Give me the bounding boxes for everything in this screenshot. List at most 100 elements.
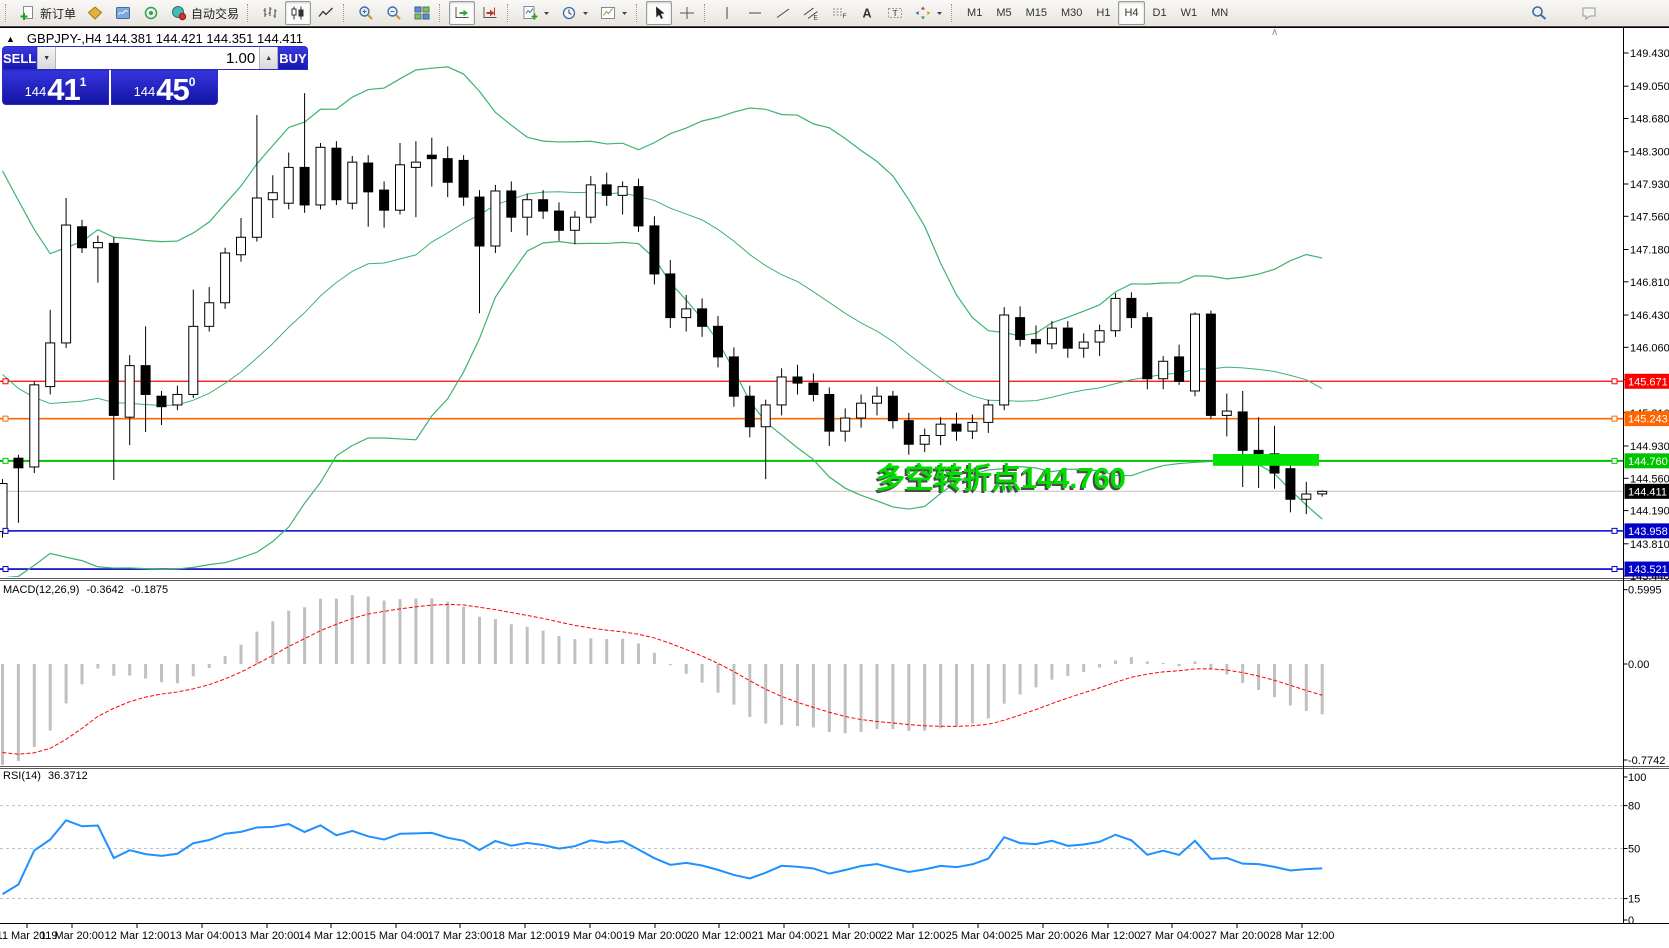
cursor-button[interactable] [646,1,673,25]
channel-icon: E [802,5,820,21]
arrows-dropdown-caret[interactable] [936,11,943,16]
svg-text:11 Mar 20:00: 11 Mar 20:00 [40,930,104,942]
svg-text:0: 0 [1628,915,1634,927]
toolbar-grip[interactable] [439,4,444,22]
svg-text:12 Mar 12:00: 12 Mar 12:00 [105,930,170,942]
indicators-button[interactable] [517,1,554,25]
toolbar-grip[interactable] [507,4,512,22]
ask-prefix: 144 [133,84,156,99]
trendline-button[interactable] [770,1,796,25]
svg-text:19 Mar 20:00: 19 Mar 20:00 [623,930,688,942]
chart-candles-button[interactable] [285,1,312,25]
tile-windows-icon [413,5,431,21]
zoom-out-button[interactable] [381,1,407,25]
tf-mn-label: MN [1211,7,1229,19]
chart-shift-button[interactable] [477,1,503,25]
new-order-button[interactable]: 新订单 [15,1,80,25]
rsi-layer [0,805,1623,900]
vertical-line-button[interactable] [714,1,740,25]
svg-text:27 Mar 20:00: 27 Mar 20:00 [1205,930,1270,942]
svg-text:21 Mar 04:00: 21 Mar 04:00 [752,930,817,942]
indicators-dropdown-caret[interactable] [543,11,550,16]
svg-text:28 Mar 12:00: 28 Mar 12:00 [1270,930,1335,942]
fibo-icon: F [830,5,848,21]
periods-button[interactable] [556,1,593,25]
periods-dropdown-caret[interactable] [582,11,589,16]
bid-price-box[interactable]: 144 41 1 [2,70,109,105]
market-watch-button[interactable] [82,1,108,25]
tf-d1-button[interactable]: D1 [1147,1,1173,25]
tf-h1-button[interactable]: H1 [1090,1,1116,25]
channel-button[interactable]: E [798,1,824,25]
arrows-button[interactable] [910,1,947,25]
tile-windows-button[interactable] [409,1,435,25]
toolbar-grip[interactable] [247,4,252,22]
buy-button[interactable]: BUY [278,46,308,70]
tf-h4-button[interactable]: H4 [1118,1,1145,25]
zoom-in-button[interactable] [353,1,379,25]
svg-text:13 Mar 04:00: 13 Mar 04:00 [170,930,235,942]
svg-text:E: E [814,15,819,22]
one-click-trading-panel: SELL ▼ ▲ BUY 144 41 1 144 45 0 [2,46,308,105]
svg-text:147.180: 147.180 [1630,244,1669,256]
rsi-name: RSI(14) [3,770,41,782]
templates-button[interactable] [595,1,632,25]
template-icon [599,5,617,21]
svg-text:143.810: 143.810 [1630,539,1669,551]
chart-bars-button[interactable] [257,1,283,25]
navigator-button[interactable] [138,1,164,25]
tf-m15-label: M15 [1025,7,1047,19]
data-window-button[interactable] [110,1,136,25]
toolbar-grip[interactable] [951,4,956,22]
tf-m1-button[interactable]: M1 [961,1,988,25]
text-label-button[interactable]: T [882,1,908,25]
chat-button[interactable] [1576,1,1602,25]
svg-text:147.930: 147.930 [1630,179,1669,191]
toolbar-grip[interactable] [704,4,709,22]
svg-text:147.560: 147.560 [1630,211,1669,223]
tf-m15-button[interactable]: M15 [1020,1,1053,25]
tf-m5-label: M5 [996,7,1012,19]
search-button[interactable] [1526,1,1552,25]
ask-price-box[interactable]: 144 45 0 [111,70,218,105]
toolbar-grip[interactable] [343,4,348,22]
volume-down-button[interactable]: ▼ [37,47,57,69]
hline-icon [746,5,764,21]
ask-main: 45 [156,72,189,107]
tf-m5-button[interactable]: M5 [990,1,1017,25]
svg-text:144.411: 144.411 [1628,486,1667,498]
sell-button[interactable]: SELL [2,46,38,70]
crosshair-button[interactable] [674,1,700,25]
new-order-icon [19,5,37,21]
chart-annotation-text[interactable]: 多空转折点144.760 [876,463,1126,495]
tf-mn-button[interactable]: MN [1205,1,1234,25]
volume-input[interactable] [56,47,260,69]
crosshair-icon [678,5,696,21]
toolbar-grip[interactable] [636,4,641,22]
chart-expand-icon[interactable]: ∧ [1271,27,1279,38]
rsi-label: RSI(14) 36.3712 [3,770,92,782]
fibonacci-button[interactable]: F [826,1,852,25]
tf-m30-button[interactable]: M30 [1055,1,1088,25]
templates-dropdown-caret[interactable] [621,11,628,16]
svg-text:14 Mar 12:00: 14 Mar 12:00 [299,930,364,942]
text-button[interactable]: A [854,1,880,25]
svg-text:148.680: 148.680 [1630,113,1669,125]
auto-trading-button[interactable]: 自动交易 [166,1,243,25]
horizontal-line-button[interactable] [742,1,768,25]
tf-h4-label: H4 [1124,7,1139,19]
tf-d1-label: D1 [1152,7,1167,19]
chart-line-button[interactable] [313,1,339,25]
one-click-collapse-icon[interactable]: ▲ [6,33,15,44]
toolbar-grip[interactable] [5,4,10,22]
svg-text:144.560: 144.560 [1630,473,1669,485]
macd-name: MACD(12,26,9) [3,584,80,596]
volume-up-button[interactable]: ▲ [259,47,279,69]
svg-text:148.300: 148.300 [1630,147,1669,159]
zoom-out-icon [385,5,403,21]
svg-text:17 Mar 23:00: 17 Mar 23:00 [428,930,493,942]
svg-text:11 Mar 2019: 11 Mar 2019 [0,930,57,942]
auto-scroll-button[interactable] [449,1,476,25]
tf-w1-button[interactable]: W1 [1175,1,1204,25]
